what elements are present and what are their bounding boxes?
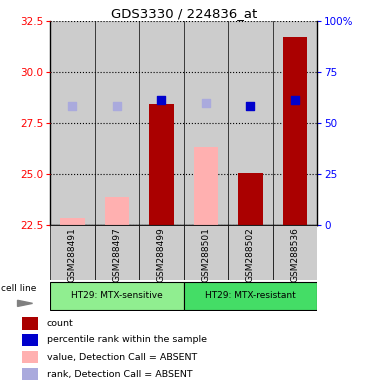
Text: HT29: MTX-resistant: HT29: MTX-resistant bbox=[205, 291, 296, 300]
Bar bbox=[228, 21, 273, 225]
Bar bbox=[283, 37, 307, 225]
Bar bbox=[184, 21, 228, 225]
FancyBboxPatch shape bbox=[184, 225, 228, 280]
Text: percentile rank within the sample: percentile rank within the sample bbox=[47, 336, 207, 344]
Bar bbox=[139, 21, 184, 225]
Text: rank, Detection Call = ABSENT: rank, Detection Call = ABSENT bbox=[47, 369, 192, 379]
FancyBboxPatch shape bbox=[22, 351, 38, 363]
FancyBboxPatch shape bbox=[22, 317, 38, 330]
FancyBboxPatch shape bbox=[184, 282, 317, 310]
Text: GSM288499: GSM288499 bbox=[157, 227, 166, 282]
Point bbox=[203, 99, 209, 106]
FancyBboxPatch shape bbox=[50, 282, 184, 310]
Bar bbox=[194, 147, 218, 225]
FancyBboxPatch shape bbox=[95, 225, 139, 280]
Point bbox=[69, 103, 75, 109]
FancyBboxPatch shape bbox=[22, 367, 38, 381]
Text: GSM288536: GSM288536 bbox=[290, 227, 299, 282]
Point bbox=[158, 98, 164, 104]
Title: GDS3330 / 224836_at: GDS3330 / 224836_at bbox=[111, 7, 257, 20]
Polygon shape bbox=[17, 300, 33, 306]
Text: value, Detection Call = ABSENT: value, Detection Call = ABSENT bbox=[47, 353, 197, 361]
Text: GSM288497: GSM288497 bbox=[112, 227, 121, 282]
Text: count: count bbox=[47, 319, 73, 328]
Bar bbox=[238, 173, 263, 225]
Text: GSM288502: GSM288502 bbox=[246, 227, 255, 282]
Text: GSM288501: GSM288501 bbox=[201, 227, 210, 282]
Point bbox=[114, 103, 120, 109]
Text: HT29: MTX-sensitive: HT29: MTX-sensitive bbox=[71, 291, 163, 300]
FancyBboxPatch shape bbox=[139, 225, 184, 280]
Point bbox=[247, 103, 253, 109]
Bar bbox=[95, 21, 139, 225]
Text: GSM288491: GSM288491 bbox=[68, 227, 77, 282]
FancyBboxPatch shape bbox=[50, 225, 95, 280]
Text: cell line: cell line bbox=[1, 285, 36, 293]
FancyBboxPatch shape bbox=[228, 225, 273, 280]
FancyBboxPatch shape bbox=[22, 334, 38, 346]
Bar bbox=[50, 21, 95, 225]
Point bbox=[292, 98, 298, 104]
Bar bbox=[273, 21, 317, 225]
FancyBboxPatch shape bbox=[273, 225, 317, 280]
Bar bbox=[149, 104, 174, 225]
Bar bbox=[105, 197, 129, 225]
Bar bbox=[60, 218, 85, 225]
